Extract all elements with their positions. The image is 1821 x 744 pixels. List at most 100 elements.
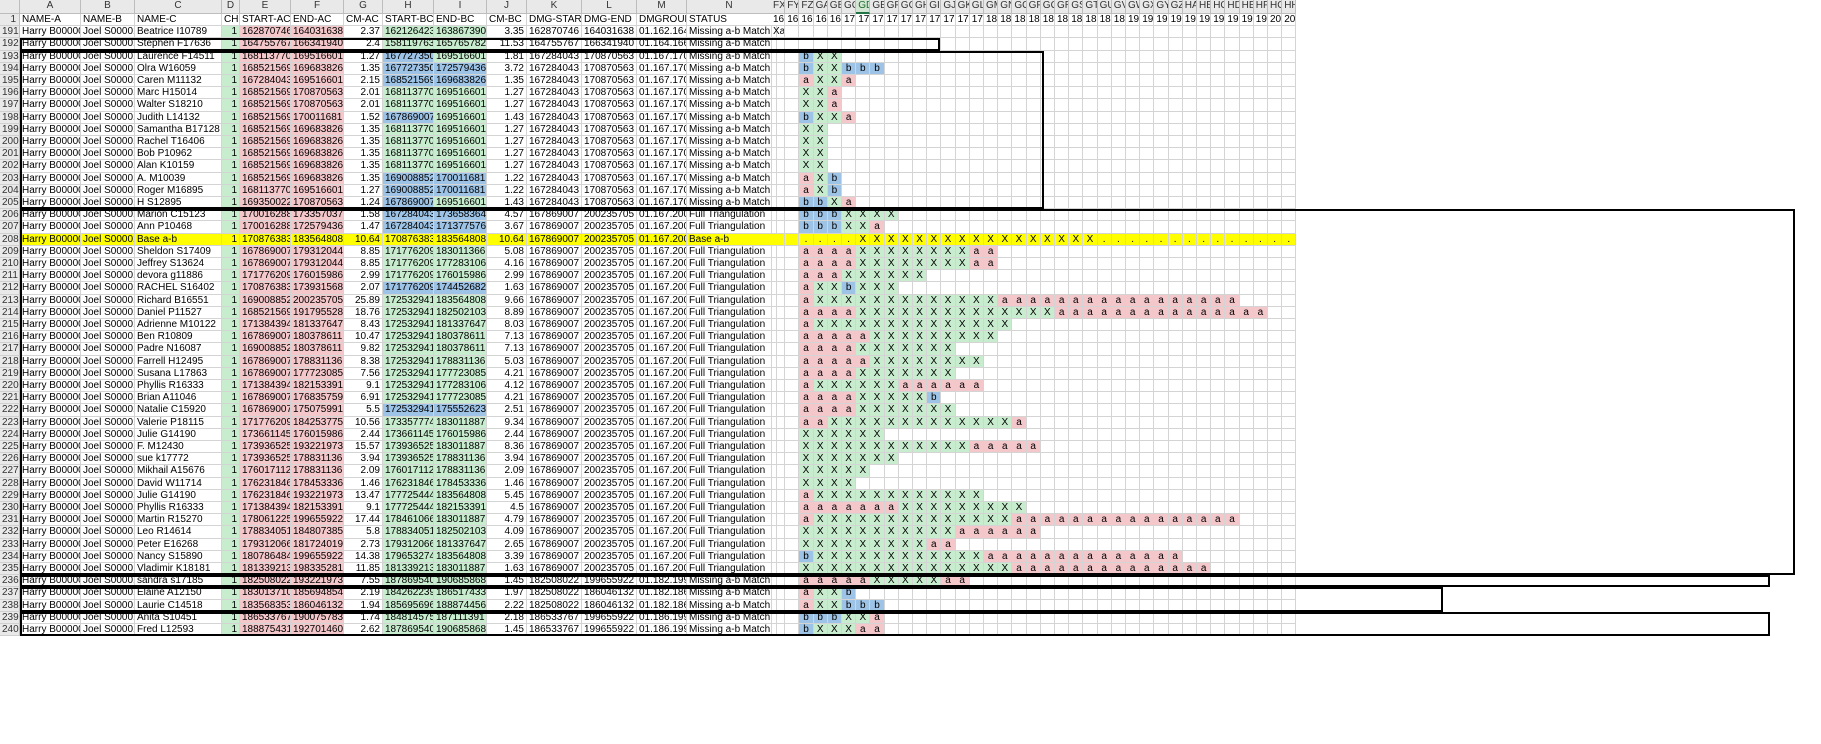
cell-c[interactable]: Bob P10962 bbox=[135, 148, 222, 161]
matrix-cell[interactable]: b bbox=[827, 184, 842, 197]
matrix-cell[interactable] bbox=[1211, 87, 1226, 100]
cell-n[interactable]: Missing a-b Match bbox=[687, 99, 772, 112]
matrix-cell[interactable] bbox=[1083, 111, 1098, 124]
matrix-cell[interactable]: . bbox=[1239, 233, 1254, 246]
cell-l[interactable]: 186046132 bbox=[582, 587, 637, 600]
cell-l[interactable]: 200235705 bbox=[582, 343, 637, 356]
matrix-cell[interactable] bbox=[1225, 343, 1240, 356]
matrix-cell[interactable] bbox=[998, 148, 1013, 161]
matrix-cell[interactable] bbox=[898, 453, 913, 466]
matrix-cell[interactable] bbox=[1168, 489, 1183, 502]
cell-a[interactable]: Harry B00000 bbox=[20, 550, 81, 563]
matrix-cell[interactable]: X bbox=[913, 502, 928, 515]
cell-f[interactable]: 164031638 bbox=[291, 26, 344, 39]
row-header[interactable]: 224 bbox=[0, 428, 20, 441]
matrix-cell[interactable] bbox=[1154, 148, 1169, 161]
cell-c[interactable]: Walter S18210 bbox=[135, 99, 222, 112]
matrix-cell[interactable]: b bbox=[813, 611, 828, 624]
matrix-cell[interactable] bbox=[1168, 221, 1183, 234]
matrix-cell[interactable] bbox=[1083, 392, 1098, 405]
matrix-cell[interactable] bbox=[884, 599, 899, 612]
cell-a[interactable]: Harry B00000 bbox=[20, 111, 81, 124]
cell-k[interactable]: 167869007 bbox=[527, 465, 582, 478]
row-header[interactable]: 226 bbox=[0, 453, 20, 466]
cell-g[interactable]: 1.52 bbox=[344, 111, 383, 124]
row-header[interactable]: 197 bbox=[0, 99, 20, 112]
matrix-cell[interactable]: X bbox=[941, 502, 956, 515]
matrix-cell[interactable] bbox=[898, 465, 913, 478]
matrix-cell[interactable] bbox=[1069, 355, 1084, 368]
cell-i[interactable]: 182502103 bbox=[434, 526, 487, 539]
matrix-cell[interactable] bbox=[1126, 404, 1141, 417]
cell-a[interactable]: Harry B00000 bbox=[20, 50, 81, 63]
matrix-cell[interactable] bbox=[856, 136, 871, 149]
matrix-cell[interactable] bbox=[870, 148, 885, 161]
matrix-cell[interactable]: X bbox=[827, 380, 842, 393]
matrix-cell[interactable] bbox=[1026, 624, 1041, 637]
matrix-cell[interactable]: X bbox=[856, 270, 871, 283]
cell-c[interactable]: Leo R14614 bbox=[135, 526, 222, 539]
matrix-cell[interactable] bbox=[898, 123, 913, 136]
matrix-cell[interactable] bbox=[1282, 611, 1297, 624]
cell-d[interactable]: 1 bbox=[222, 136, 240, 149]
matrix-cell[interactable]: X bbox=[913, 441, 928, 454]
matrix-cell[interactable]: . bbox=[1197, 233, 1212, 246]
matrix-cell[interactable]: X bbox=[927, 245, 942, 258]
matrix-cell[interactable] bbox=[984, 209, 999, 222]
cell-n[interactable]: Base a-b bbox=[687, 233, 772, 246]
column-header-gf[interactable]: GF bbox=[884, 0, 899, 14]
cell-c[interactable]: Alan K10159 bbox=[135, 160, 222, 173]
matrix-cell[interactable] bbox=[1268, 367, 1283, 380]
matrix-cell[interactable] bbox=[1140, 465, 1155, 478]
matrix-cell[interactable] bbox=[1268, 343, 1283, 356]
matrix-cell[interactable] bbox=[998, 75, 1013, 88]
cell-h[interactable]: 178834051 bbox=[383, 526, 434, 539]
matrix-cell[interactable] bbox=[1225, 270, 1240, 283]
matrix-cell[interactable] bbox=[1012, 477, 1027, 490]
matrix-cell[interactable]: X bbox=[984, 233, 999, 246]
matrix-cell[interactable] bbox=[1140, 477, 1155, 490]
matrix-cell[interactable] bbox=[1253, 367, 1268, 380]
matrix-cell[interactable]: X bbox=[884, 343, 899, 356]
matrix-cell[interactable] bbox=[884, 99, 899, 112]
matrix-cell[interactable] bbox=[1282, 404, 1297, 417]
matrix-cell[interactable] bbox=[785, 87, 800, 100]
matrix-cell[interactable] bbox=[1197, 380, 1212, 393]
matrix-cell[interactable]: X bbox=[813, 160, 828, 173]
matrix-cell[interactable] bbox=[1268, 172, 1283, 185]
matrix-cell[interactable]: X bbox=[969, 550, 984, 563]
matrix-cell[interactable] bbox=[1154, 611, 1169, 624]
matrix-cell[interactable] bbox=[1055, 404, 1070, 417]
matrix-cell[interactable] bbox=[1268, 123, 1283, 136]
matrix-cell[interactable]: a bbox=[1026, 441, 1041, 454]
matrix-cell[interactable] bbox=[984, 99, 999, 112]
matrix-cell[interactable] bbox=[1197, 477, 1212, 490]
matrix-cell[interactable] bbox=[927, 197, 942, 210]
matrix-cell[interactable]: X bbox=[870, 245, 885, 258]
matrix-cell[interactable]: a bbox=[842, 502, 857, 515]
matrix-cell[interactable]: X bbox=[856, 258, 871, 271]
matrix-cell[interactable] bbox=[1282, 343, 1297, 356]
cell-a[interactable]: Harry B00000 bbox=[20, 355, 81, 368]
column-header-e[interactable]: E bbox=[240, 0, 291, 14]
matrix-cell[interactable]: X bbox=[813, 294, 828, 307]
matrix-cell[interactable] bbox=[1239, 209, 1254, 222]
cell-l[interactable]: 200235705 bbox=[582, 306, 637, 319]
cell-e[interactable]: 171384394 bbox=[240, 319, 291, 332]
header-cell-num[interactable]: 198 bbox=[1239, 14, 1254, 27]
matrix-cell[interactable] bbox=[1282, 441, 1297, 454]
cell-d[interactable]: 1 bbox=[222, 355, 240, 368]
matrix-cell[interactable]: X bbox=[799, 477, 814, 490]
cell-l[interactable]: 186046132 bbox=[582, 599, 637, 612]
matrix-cell[interactable]: a bbox=[1012, 441, 1027, 454]
matrix-cell[interactable]: X bbox=[870, 282, 885, 295]
matrix-cell[interactable] bbox=[913, 599, 928, 612]
cell-n[interactable]: Full Triangulation bbox=[687, 465, 772, 478]
cell-a[interactable]: Harry B00000 bbox=[20, 563, 81, 576]
matrix-cell[interactable] bbox=[1069, 136, 1084, 149]
matrix-cell[interactable] bbox=[941, 184, 956, 197]
column-header-fx[interactable]: FX bbox=[771, 0, 786, 14]
matrix-cell[interactable] bbox=[1211, 624, 1226, 637]
cell-e[interactable]: 168521569 bbox=[240, 111, 291, 124]
matrix-cell[interactable] bbox=[1225, 62, 1240, 75]
